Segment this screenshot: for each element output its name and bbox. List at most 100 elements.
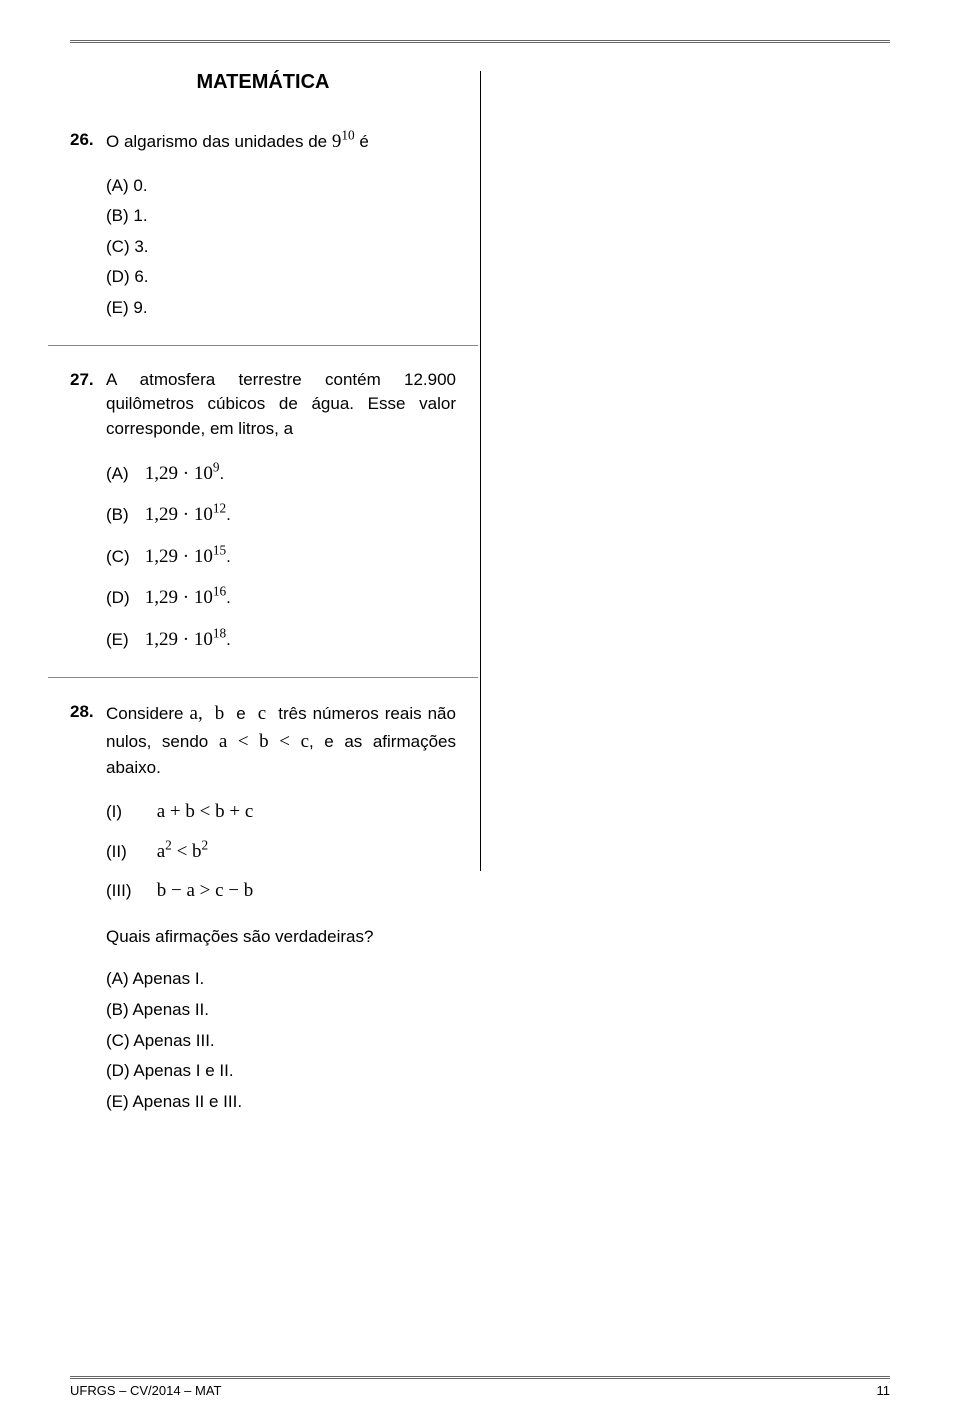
- q28-e1: e: [236, 704, 245, 723]
- q27-b-coeff: 1,29: [145, 504, 178, 525]
- q27-b-label: (B): [106, 503, 140, 528]
- q27-opt-d: (D) 1,29 · 1016.: [106, 584, 456, 612]
- footer-page-number: 11: [877, 1383, 891, 1398]
- top-rule: [70, 40, 890, 43]
- q27-e-end: .: [226, 630, 231, 649]
- q28-opt-d: (D) Apenas I e II.: [106, 1059, 456, 1084]
- q27-e-base: 10: [194, 629, 213, 650]
- q28-opt-e: (E) Apenas II e III.: [106, 1090, 456, 1115]
- q26-opt-d: (D) 6.: [106, 265, 456, 290]
- q28-ask: Quais afirmações são verdadeiras?: [70, 925, 456, 950]
- right-column: [481, 71, 890, 1331]
- q27-b-dot: ·: [183, 504, 189, 525]
- q27-a-coeff: 1,29: [145, 463, 178, 484]
- q26-text-post: é: [355, 132, 369, 151]
- q27-line1: A atmosfera terrestre contém 12.900: [106, 368, 456, 393]
- q28-l2a: nulos, sendo: [106, 732, 219, 751]
- q27-a-base: 10: [194, 463, 213, 484]
- q28-II-expr: a2 < b2: [157, 841, 208, 862]
- q27-c-label: (C): [106, 545, 140, 570]
- q28-item-III: (III) b − a > c − b: [106, 877, 456, 905]
- q28-c1: ,: [198, 703, 203, 724]
- q26-opt-c: (C) 3.: [106, 235, 456, 260]
- separator-2: [48, 677, 478, 678]
- q27-b-end: .: [226, 505, 231, 524]
- footer-left: UFRGS – CV/2014 – MAT: [70, 1383, 221, 1398]
- q27-c-end: .: [226, 547, 231, 566]
- q27-opt-e: (E) 1,29 · 1018.: [106, 626, 456, 654]
- q28-c: c: [258, 703, 266, 724]
- q26-number: 26.: [70, 128, 106, 156]
- q27-e-math: 1,29 · 1018: [145, 629, 226, 650]
- q28-cond: a < b < c: [219, 731, 309, 752]
- footer-rule: [70, 1376, 890, 1379]
- q28-statements: (I) a + b < b + c (II) a2 < b2 (III) b −…: [70, 798, 456, 905]
- q27-d-dot: ·: [183, 587, 189, 608]
- q27-d-label: (D): [106, 586, 140, 611]
- q28-options: (A) Apenas I. (B) Apenas II. (C) Apenas …: [70, 967, 456, 1114]
- q27-e-exp: 18: [213, 626, 226, 641]
- q26-text: O algarismo das unidades de 910 é: [106, 128, 456, 156]
- separator-1: [48, 345, 478, 346]
- q28-item-I: (I) a + b < b + c: [106, 798, 456, 826]
- q28-II-label: (II): [106, 840, 152, 865]
- q28-b: b: [215, 703, 225, 724]
- q28-line2: nulos, sendo a < b < c, e as afirmações: [106, 728, 456, 756]
- q27-b-math: 1,29 · 1012: [145, 504, 226, 525]
- q27-line3: corresponde, em litros, a: [106, 417, 456, 442]
- q28-head: 28. Considere a, b e c três números reai…: [70, 700, 456, 780]
- q27-b-base: 10: [194, 504, 213, 525]
- q27-e-dot: ·: [183, 629, 189, 650]
- q27-a-math: 1,29 · 109: [145, 463, 220, 484]
- q26-head: 26. O algarismo das unidades de 910 é: [70, 128, 456, 156]
- columns: MATEMÁTICA 26. O algarismo das unidades …: [70, 71, 890, 1331]
- q27-d-math: 1,29 · 1016: [145, 587, 226, 608]
- q26-expr: 910: [332, 131, 355, 152]
- q28-III-label: (III): [106, 879, 152, 904]
- q28-opt-c: (C) Apenas III.: [106, 1029, 456, 1054]
- q28-II-lt: <: [172, 841, 192, 862]
- section-title: MATEMÁTICA: [70, 71, 456, 94]
- q27-e-label: (E): [106, 628, 140, 653]
- q27-opt-b: (B) 1,29 · 1012.: [106, 501, 456, 529]
- q27-d-exp: 16: [213, 584, 226, 599]
- q28-II-b: b: [192, 841, 202, 862]
- q27-options: (A) 1,29 · 109. (B) 1,29 · 1012. (C) 1,2…: [70, 460, 456, 654]
- q26-opt-e: (E) 9.: [106, 296, 456, 321]
- q27-d-end: .: [226, 588, 231, 607]
- q26-exp: 10: [341, 128, 354, 143]
- q27-c-dot: ·: [183, 546, 189, 567]
- q27-a-dot: ·: [183, 463, 189, 484]
- q27-e-coeff: 1,29: [145, 629, 178, 650]
- q27-c-math: 1,29 · 1015: [145, 546, 226, 567]
- q28-text: Considere a, b e c três números reais nã…: [106, 700, 456, 780]
- question-26: 26. O algarismo das unidades de 910 é (A…: [70, 128, 456, 321]
- q27-d-coeff: 1,29: [145, 587, 178, 608]
- q27-head: 27. A atmosfera terrestre contém 12.900 …: [70, 368, 456, 442]
- q26-options: (A) 0. (B) 1. (C) 3. (D) 6. (E) 9.: [70, 174, 456, 321]
- q26-base: 9: [332, 131, 342, 152]
- q28-I-expr: a + b < b + c: [157, 801, 254, 822]
- q26-opt-b: (B) 1.: [106, 204, 456, 229]
- q27-c-base: 10: [194, 546, 213, 567]
- q27-d-base: 10: [194, 587, 213, 608]
- footer: UFRGS – CV/2014 – MAT 11: [70, 1376, 890, 1398]
- q28-opt-b: (B) Apenas II.: [106, 998, 456, 1023]
- q28-l1a: Considere: [106, 704, 190, 723]
- q27-line2: quilômetros cúbicos de água. Esse valor: [106, 392, 456, 417]
- q27-opt-c: (C) 1,29 · 1015.: [106, 543, 456, 571]
- question-28: 28. Considere a, b e c três números reai…: [70, 700, 456, 1114]
- q28-opt-a: (A) Apenas I.: [106, 967, 456, 992]
- q28-line1: Considere a, b e c três números reais nã…: [106, 700, 456, 728]
- q28-a: a: [190, 703, 198, 724]
- q27-b-exp: 12: [213, 501, 226, 516]
- page: MATEMÁTICA 26. O algarismo das unidades …: [0, 0, 960, 1428]
- q28-line3: abaixo.: [106, 756, 456, 781]
- q28-l1b: três números reais não: [278, 704, 456, 723]
- left-column: MATEMÁTICA 26. O algarismo das unidades …: [70, 71, 480, 1331]
- q26-text-pre: O algarismo das unidades de: [106, 132, 332, 151]
- q27-opt-a: (A) 1,29 · 109.: [106, 460, 456, 488]
- q28-item-II: (II) a2 < b2: [106, 838, 456, 866]
- q28-l2b: , e as afirmações: [309, 732, 456, 751]
- q28-II-a: a: [157, 841, 165, 862]
